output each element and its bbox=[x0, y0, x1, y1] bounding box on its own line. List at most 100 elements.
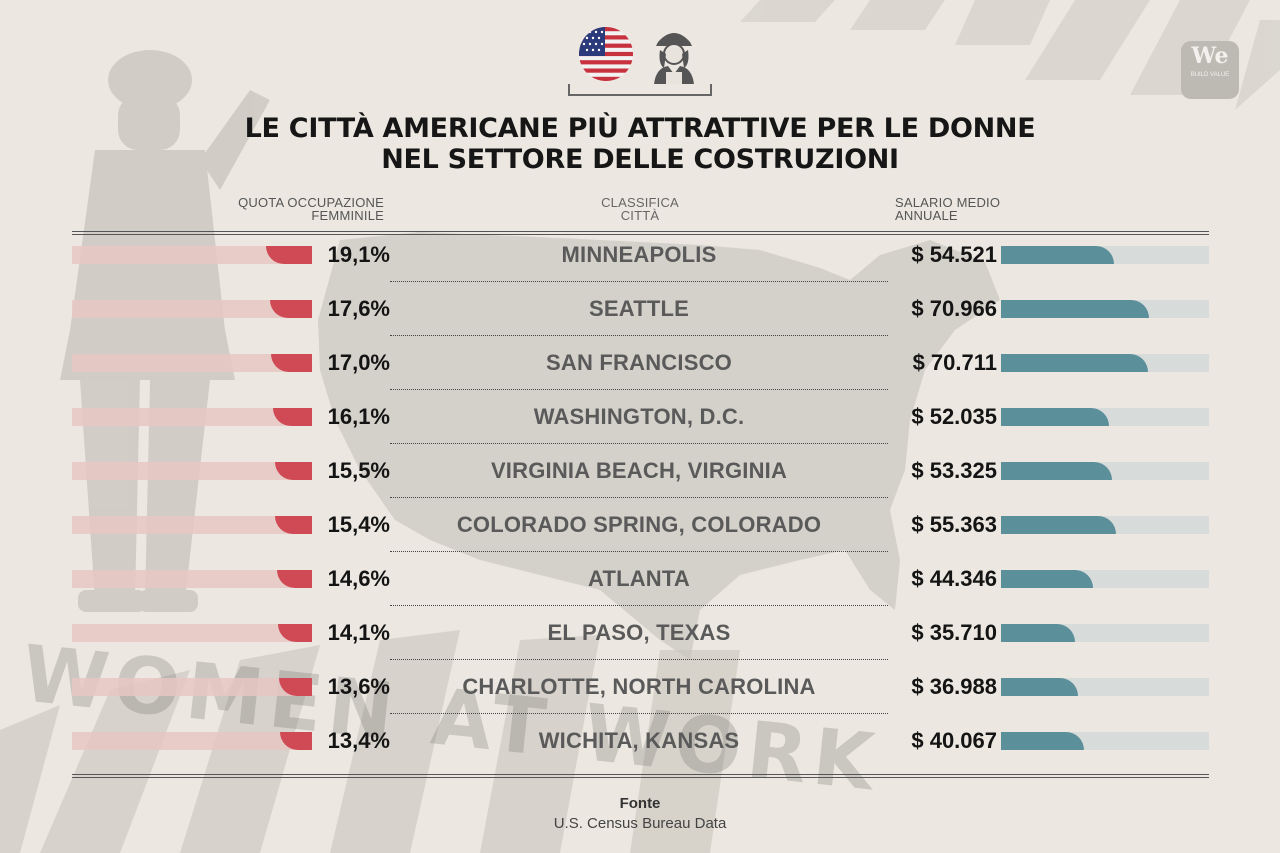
table-row: 14,1% EL PASO, TEXAS $ 35.710 bbox=[0, 616, 1280, 670]
row-divider bbox=[390, 659, 888, 660]
salary-value: $ 52.035 bbox=[911, 404, 997, 429]
salary-bar bbox=[1001, 516, 1116, 534]
row-divider bbox=[390, 497, 888, 498]
header-city-ranking: CLASSIFICA CITTÀ bbox=[540, 196, 740, 222]
header-female-share: QUOTA OCCUPAZIONE FEMMINILE bbox=[238, 196, 384, 222]
female-share-value: 15,4% bbox=[327, 512, 390, 537]
female-share-bar bbox=[277, 570, 312, 588]
table-top-rule bbox=[72, 231, 1209, 232]
title-line-1: LE CITTÀ AMERICANE PIÙ ATTRATTIVE PER LE… bbox=[244, 113, 1036, 144]
female-share-bar-track bbox=[72, 624, 312, 642]
female-share-bar bbox=[273, 408, 312, 426]
female-share-value: 17,0% bbox=[327, 350, 390, 375]
female-share-bar-track bbox=[72, 732, 312, 750]
salary-bar bbox=[1001, 462, 1112, 480]
header-average-salary-line1: SALARIO MEDIO bbox=[895, 195, 1001, 210]
female-share-bar bbox=[266, 246, 312, 264]
salary-value: $ 44.346 bbox=[911, 566, 997, 591]
salary-value: $ 53.325 bbox=[911, 458, 997, 483]
header-female-share-line1: QUOTA OCCUPAZIONE bbox=[238, 195, 384, 210]
female-share-value: 14,6% bbox=[327, 566, 390, 591]
salary-bar bbox=[1001, 570, 1093, 588]
female-share-bar bbox=[270, 300, 312, 318]
header-city-ranking-line2: CITTÀ bbox=[620, 208, 660, 223]
city-name: COLORADO SPRING, COLORADO bbox=[456, 512, 822, 537]
row-divider bbox=[390, 281, 888, 282]
table-row: 16,1% WASHINGTON, D.C. $ 52.035 bbox=[0, 400, 1280, 454]
city-name: SAN FRANCISCO bbox=[546, 350, 732, 375]
city-name: CHARLOTTE, NORTH CAROLINA bbox=[462, 674, 816, 699]
table-row: 13,6% CHARLOTTE, NORTH CAROLINA $ 36.988 bbox=[0, 670, 1280, 724]
female-construction-worker-icon bbox=[646, 24, 702, 84]
table-row: 17,6% SEATTLE $ 70.966 bbox=[0, 292, 1280, 346]
female-share-bar bbox=[275, 516, 312, 534]
salary-value: $ 54.521 bbox=[911, 242, 997, 267]
salary-value: $ 36.988 bbox=[911, 674, 997, 699]
page-title: LE CITTÀ AMERICANE PIÙ ATTRATTIVE PER LE… bbox=[160, 113, 1120, 175]
female-share-value: 19,1% bbox=[327, 242, 390, 267]
table-top-rule-inner bbox=[72, 234, 1209, 235]
female-share-value: 16,1% bbox=[327, 404, 390, 429]
salary-value: $ 70.966 bbox=[911, 296, 997, 321]
city-name: WICHITA, KANSAS bbox=[538, 728, 740, 753]
salary-value: $ 55.363 bbox=[911, 512, 997, 537]
female-share-value: 14,1% bbox=[327, 620, 390, 645]
female-share-bar bbox=[279, 678, 312, 696]
salary-bar bbox=[1001, 408, 1109, 426]
header-average-salary: SALARIO MEDIO ANNUALE bbox=[895, 196, 1000, 222]
header-city-ranking-line1: CLASSIFICA bbox=[601, 195, 679, 210]
table-row: 13,4% WICHITA, KANSAS $ 40.067 bbox=[0, 724, 1280, 778]
female-share-bar-track bbox=[72, 516, 312, 534]
female-share-bar-track bbox=[72, 462, 312, 480]
row-divider bbox=[390, 335, 888, 336]
female-share-bar-track bbox=[72, 570, 312, 588]
city-name: SEATTLE bbox=[589, 296, 689, 321]
female-share-bar-track bbox=[72, 408, 312, 426]
worker-silhouette bbox=[60, 50, 270, 612]
logo-mark: We bbox=[1191, 43, 1229, 69]
female-share-bar bbox=[278, 624, 312, 642]
female-share-bar-track bbox=[72, 300, 312, 318]
table-row: 15,5% VIRGINIA BEACH, VIRGINIA $ 53.325 bbox=[0, 454, 1280, 508]
row-divider bbox=[390, 605, 888, 606]
city-name: VIRGINIA BEACH, VIRGINIA bbox=[490, 458, 788, 483]
female-share-value: 13,4% bbox=[327, 728, 390, 753]
city-name: WASHINGTON, D.C. bbox=[533, 404, 745, 429]
header-female-share-line2: FEMMINILE bbox=[311, 208, 384, 223]
table-row: 17,0% SAN FRANCISCO $ 70.711 bbox=[0, 346, 1280, 400]
header-average-salary-line2: ANNUALE bbox=[895, 208, 958, 223]
city-name: EL PASO, TEXAS bbox=[547, 620, 731, 645]
salary-bar bbox=[1001, 300, 1149, 318]
logo-tagline: BUILD VALUE bbox=[1190, 72, 1230, 78]
female-share-bar-track bbox=[72, 678, 312, 696]
usa-flag-icon bbox=[579, 27, 633, 81]
row-divider bbox=[390, 713, 888, 714]
female-share-bar-track bbox=[72, 246, 312, 264]
table-bottom-rule-inner bbox=[72, 777, 1209, 778]
usa-map-silhouette bbox=[318, 232, 1000, 660]
female-share-bar-track bbox=[72, 354, 312, 372]
title-line-2: NEL SETTORE DELLE COSTRUZIONI bbox=[381, 144, 899, 175]
female-share-value: 17,6% bbox=[327, 296, 390, 321]
salary-value: $ 35.710 bbox=[911, 620, 997, 645]
city-name: ATLANTA bbox=[587, 566, 690, 591]
salary-value: $ 40.067 bbox=[911, 728, 997, 753]
salary-bar bbox=[1001, 624, 1075, 642]
female-share-bar bbox=[271, 354, 312, 372]
source-label: Fonte bbox=[619, 795, 661, 812]
row-divider bbox=[390, 443, 888, 444]
female-share-value: 13,6% bbox=[327, 674, 390, 699]
salary-bar bbox=[1001, 354, 1148, 372]
row-divider bbox=[390, 389, 888, 390]
row-divider bbox=[390, 551, 888, 552]
icon-bracket-divider bbox=[568, 84, 712, 96]
salary-bar bbox=[1001, 732, 1084, 750]
table-row: 14,6% ATLANTA $ 44.346 bbox=[0, 562, 1280, 616]
salary-bar bbox=[1001, 678, 1078, 696]
table-row: 15,4% COLORADO SPRING, COLORADO $ 55.363 bbox=[0, 508, 1280, 562]
we-build-value-logo: We BUILD VALUE bbox=[1181, 41, 1239, 99]
female-share-value: 15,5% bbox=[327, 458, 390, 483]
salary-bar bbox=[1001, 246, 1114, 264]
source-text: U.S. Census Bureau Data bbox=[553, 815, 727, 832]
female-share-bar bbox=[280, 732, 312, 750]
